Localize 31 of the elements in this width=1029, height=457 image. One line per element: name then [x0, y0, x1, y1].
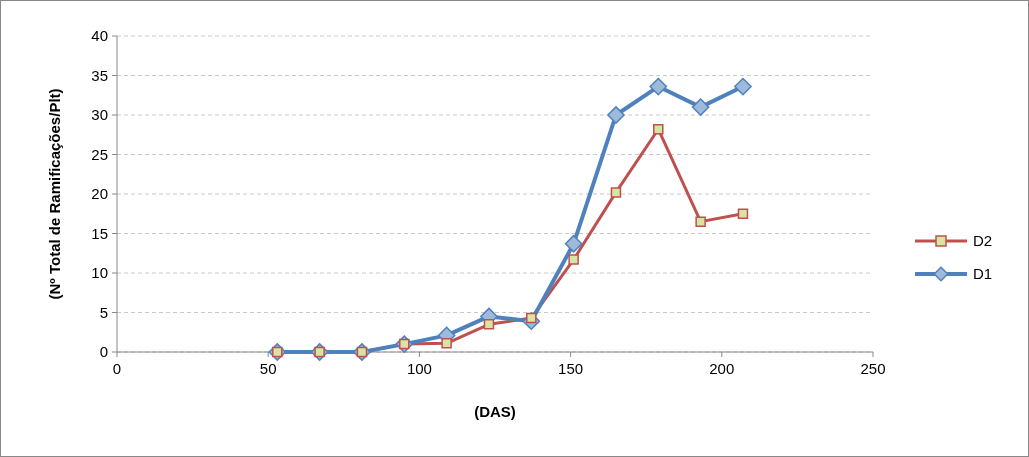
y-tick-label: 10 [91, 264, 108, 282]
x-tick-label: 250 [860, 360, 886, 377]
point [691, 98, 710, 116]
point [734, 77, 752, 96]
y-tick-label: 30 [91, 106, 108, 124]
legend-label: D2 [973, 232, 993, 250]
x-axis-title: (DAS) [474, 403, 516, 420]
y-tick-label: 0 [99, 343, 108, 361]
y-tick-label: 25 [91, 145, 108, 163]
y-tick-label: 40 [91, 27, 108, 45]
point [568, 254, 579, 265]
y-tick-label: 5 [99, 303, 108, 321]
point [441, 338, 452, 349]
x-tick-label: 0 [112, 360, 122, 377]
y-axis-title: (Nº Total de Ramificações/Plt) [46, 88, 63, 300]
point [695, 216, 706, 227]
point [653, 123, 664, 135]
y-tick-label: 35 [91, 66, 108, 84]
x-tick-label: 100 [406, 360, 432, 377]
point [607, 106, 625, 124]
point [737, 208, 749, 219]
y-tick-label: 15 [91, 224, 108, 242]
x-tick-label: 150 [558, 360, 584, 377]
legend-label: D1 [973, 265, 993, 283]
point [610, 187, 622, 198]
x-tick-label: 50 [259, 360, 277, 377]
point [483, 319, 495, 330]
y-tick-label: 20 [91, 185, 108, 203]
x-tick-label: 200 [709, 360, 735, 377]
point [564, 234, 583, 253]
point [649, 77, 668, 96]
